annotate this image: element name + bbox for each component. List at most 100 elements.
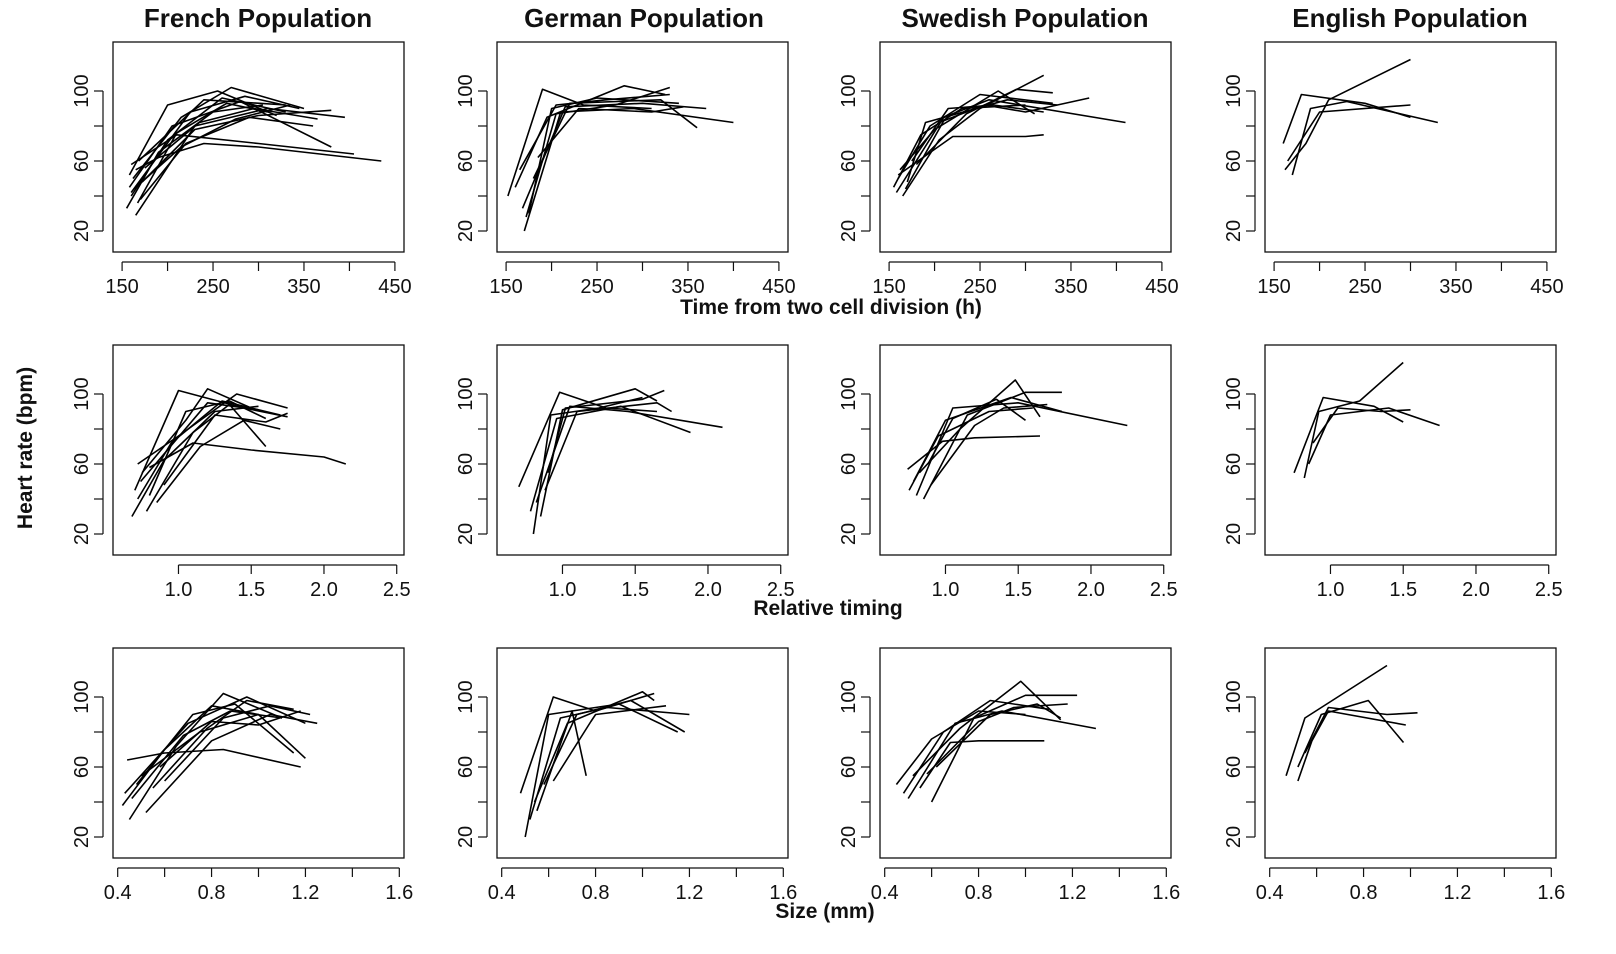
y-tick-label: 60 xyxy=(71,453,93,475)
series-line-6 xyxy=(140,713,306,777)
series-line-7 xyxy=(532,99,698,179)
y-tick-label: 100 xyxy=(71,680,93,713)
x-tick-label: 2.0 xyxy=(1077,579,1105,601)
y-tick-label: 100 xyxy=(455,74,477,107)
x-tick-label: 350 xyxy=(1054,276,1087,298)
series-line-4 xyxy=(536,710,587,812)
series-line-4 xyxy=(912,680,1062,777)
x-tick-label: 150 xyxy=(1257,276,1290,298)
x-tick-label: 450 xyxy=(1145,276,1178,298)
x-tick-label: 350 xyxy=(1439,276,1472,298)
panel-english-row-2: 1.0 1.5 2.0 2.5 20 60 100 xyxy=(1223,344,1563,601)
series-line-7 xyxy=(926,703,1068,775)
series-line-2 xyxy=(1284,58,1411,171)
series-line-3 xyxy=(895,99,1126,193)
y-tick-label: 60 xyxy=(1223,756,1245,778)
y-tick-label: 20 xyxy=(1223,220,1245,242)
series-line-11 xyxy=(141,109,332,183)
panel-frame xyxy=(879,344,1172,556)
series-line-7 xyxy=(547,389,665,474)
series-line-6 xyxy=(922,391,1062,500)
x-tick-label: 150 xyxy=(872,276,905,298)
y-tick-label: 20 xyxy=(838,523,860,545)
y-tick-label: 100 xyxy=(1223,74,1245,107)
series-line-3 xyxy=(1307,407,1440,465)
series-line-6 xyxy=(552,705,667,782)
x-tick-label: 1.0 xyxy=(932,579,960,601)
x-axis-title-row-3: Size (mm) xyxy=(775,900,874,923)
x-tick-label: 0.4 xyxy=(104,882,132,904)
series-line-2 xyxy=(902,699,1050,794)
x-tick-label: 2.0 xyxy=(310,579,338,601)
x-tick-label: 2.5 xyxy=(767,579,795,601)
y-tick-label: 60 xyxy=(1223,150,1245,172)
series-line-2 xyxy=(1297,710,1406,782)
series-line-9 xyxy=(164,704,311,782)
column-title-french: French Population xyxy=(144,3,372,33)
y-tick-label: 100 xyxy=(838,680,860,713)
series-line-2 xyxy=(1303,361,1404,479)
x-tick-label: 150 xyxy=(105,276,138,298)
series-line-10 xyxy=(130,95,300,193)
x-tick-label: 1.5 xyxy=(1389,579,1417,601)
series-line-11 xyxy=(159,710,301,768)
series-line-10 xyxy=(163,412,288,486)
series-line-1 xyxy=(507,88,652,197)
x-tick-label: 2.5 xyxy=(1150,579,1178,601)
series-line-11 xyxy=(148,400,267,496)
series-line-3 xyxy=(124,696,306,794)
series-line-6 xyxy=(529,405,691,512)
y-tick-label: 100 xyxy=(1223,377,1245,410)
x-tick-label: 350 xyxy=(671,276,704,298)
x-tick-label: 250 xyxy=(196,276,229,298)
series-line-3 xyxy=(1291,100,1438,176)
panel-frame xyxy=(496,41,789,253)
x-tick-label: 450 xyxy=(762,276,795,298)
x-tick-label: 2.0 xyxy=(1462,579,1490,601)
series-line-5 xyxy=(126,748,301,768)
series-line-2 xyxy=(128,692,283,820)
panel-english-row-1: 150 250 350 450 20 60 100 xyxy=(1223,41,1564,298)
x-axis-title-row-1: Time from two cell division (h) xyxy=(680,296,982,319)
series-line-8 xyxy=(927,398,1026,465)
panel-frame xyxy=(879,41,1172,253)
series-line-1 xyxy=(1293,396,1404,474)
series-line-4 xyxy=(135,703,295,786)
x-tick-label: 150 xyxy=(489,276,522,298)
y-tick-label: 20 xyxy=(71,523,93,545)
series-line-1 xyxy=(1285,664,1388,777)
series-line-1 xyxy=(518,391,658,488)
series-line-7 xyxy=(911,104,1044,162)
series-line-2 xyxy=(532,396,643,535)
series-line-9 xyxy=(137,99,286,162)
x-tick-label: 250 xyxy=(580,276,613,298)
series-line-6 xyxy=(137,393,288,465)
y-tick-label: 100 xyxy=(1223,680,1245,713)
series-line-10 xyxy=(915,88,1053,166)
x-tick-label: 1.2 xyxy=(676,882,704,904)
series-line-5 xyxy=(149,442,347,469)
y-tick-label: 20 xyxy=(1223,523,1245,545)
series-line-6 xyxy=(906,99,1058,183)
panel-german-row-1: 150 250 350 450 20 60 100 xyxy=(455,41,796,298)
x-tick-label: 0.8 xyxy=(198,882,226,904)
series-line-7 xyxy=(930,403,1048,486)
panel-swedish-row-3: 0.4 0.8 1.2 1.6 20 60 100 xyxy=(838,647,1180,904)
series-line-3 xyxy=(134,389,288,491)
x-tick-label: 1.2 xyxy=(1059,882,1087,904)
series-line-1 xyxy=(121,704,259,806)
y-tick-label: 60 xyxy=(455,756,477,778)
y-tick-label: 60 xyxy=(71,756,93,778)
x-tick-label: 250 xyxy=(1348,276,1381,298)
panel-english-row-3: 0.4 0.8 1.2 1.6 20 60 100 xyxy=(1223,647,1565,904)
series-line-3 xyxy=(523,107,734,232)
series-line-6 xyxy=(930,694,1078,803)
x-tick-label: 1.0 xyxy=(165,579,193,601)
x-tick-label: 1.5 xyxy=(1004,579,1032,601)
y-tick-label: 100 xyxy=(455,680,477,713)
panel-french-row-2: 1.0 1.5 2.0 2.5 20 60 100 xyxy=(71,344,411,601)
panel-french-row-3: 0.4 0.8 1.2 1.6 20 60 100 xyxy=(71,647,413,904)
series-line-7 xyxy=(533,690,655,803)
series-line-3 xyxy=(1297,699,1405,768)
